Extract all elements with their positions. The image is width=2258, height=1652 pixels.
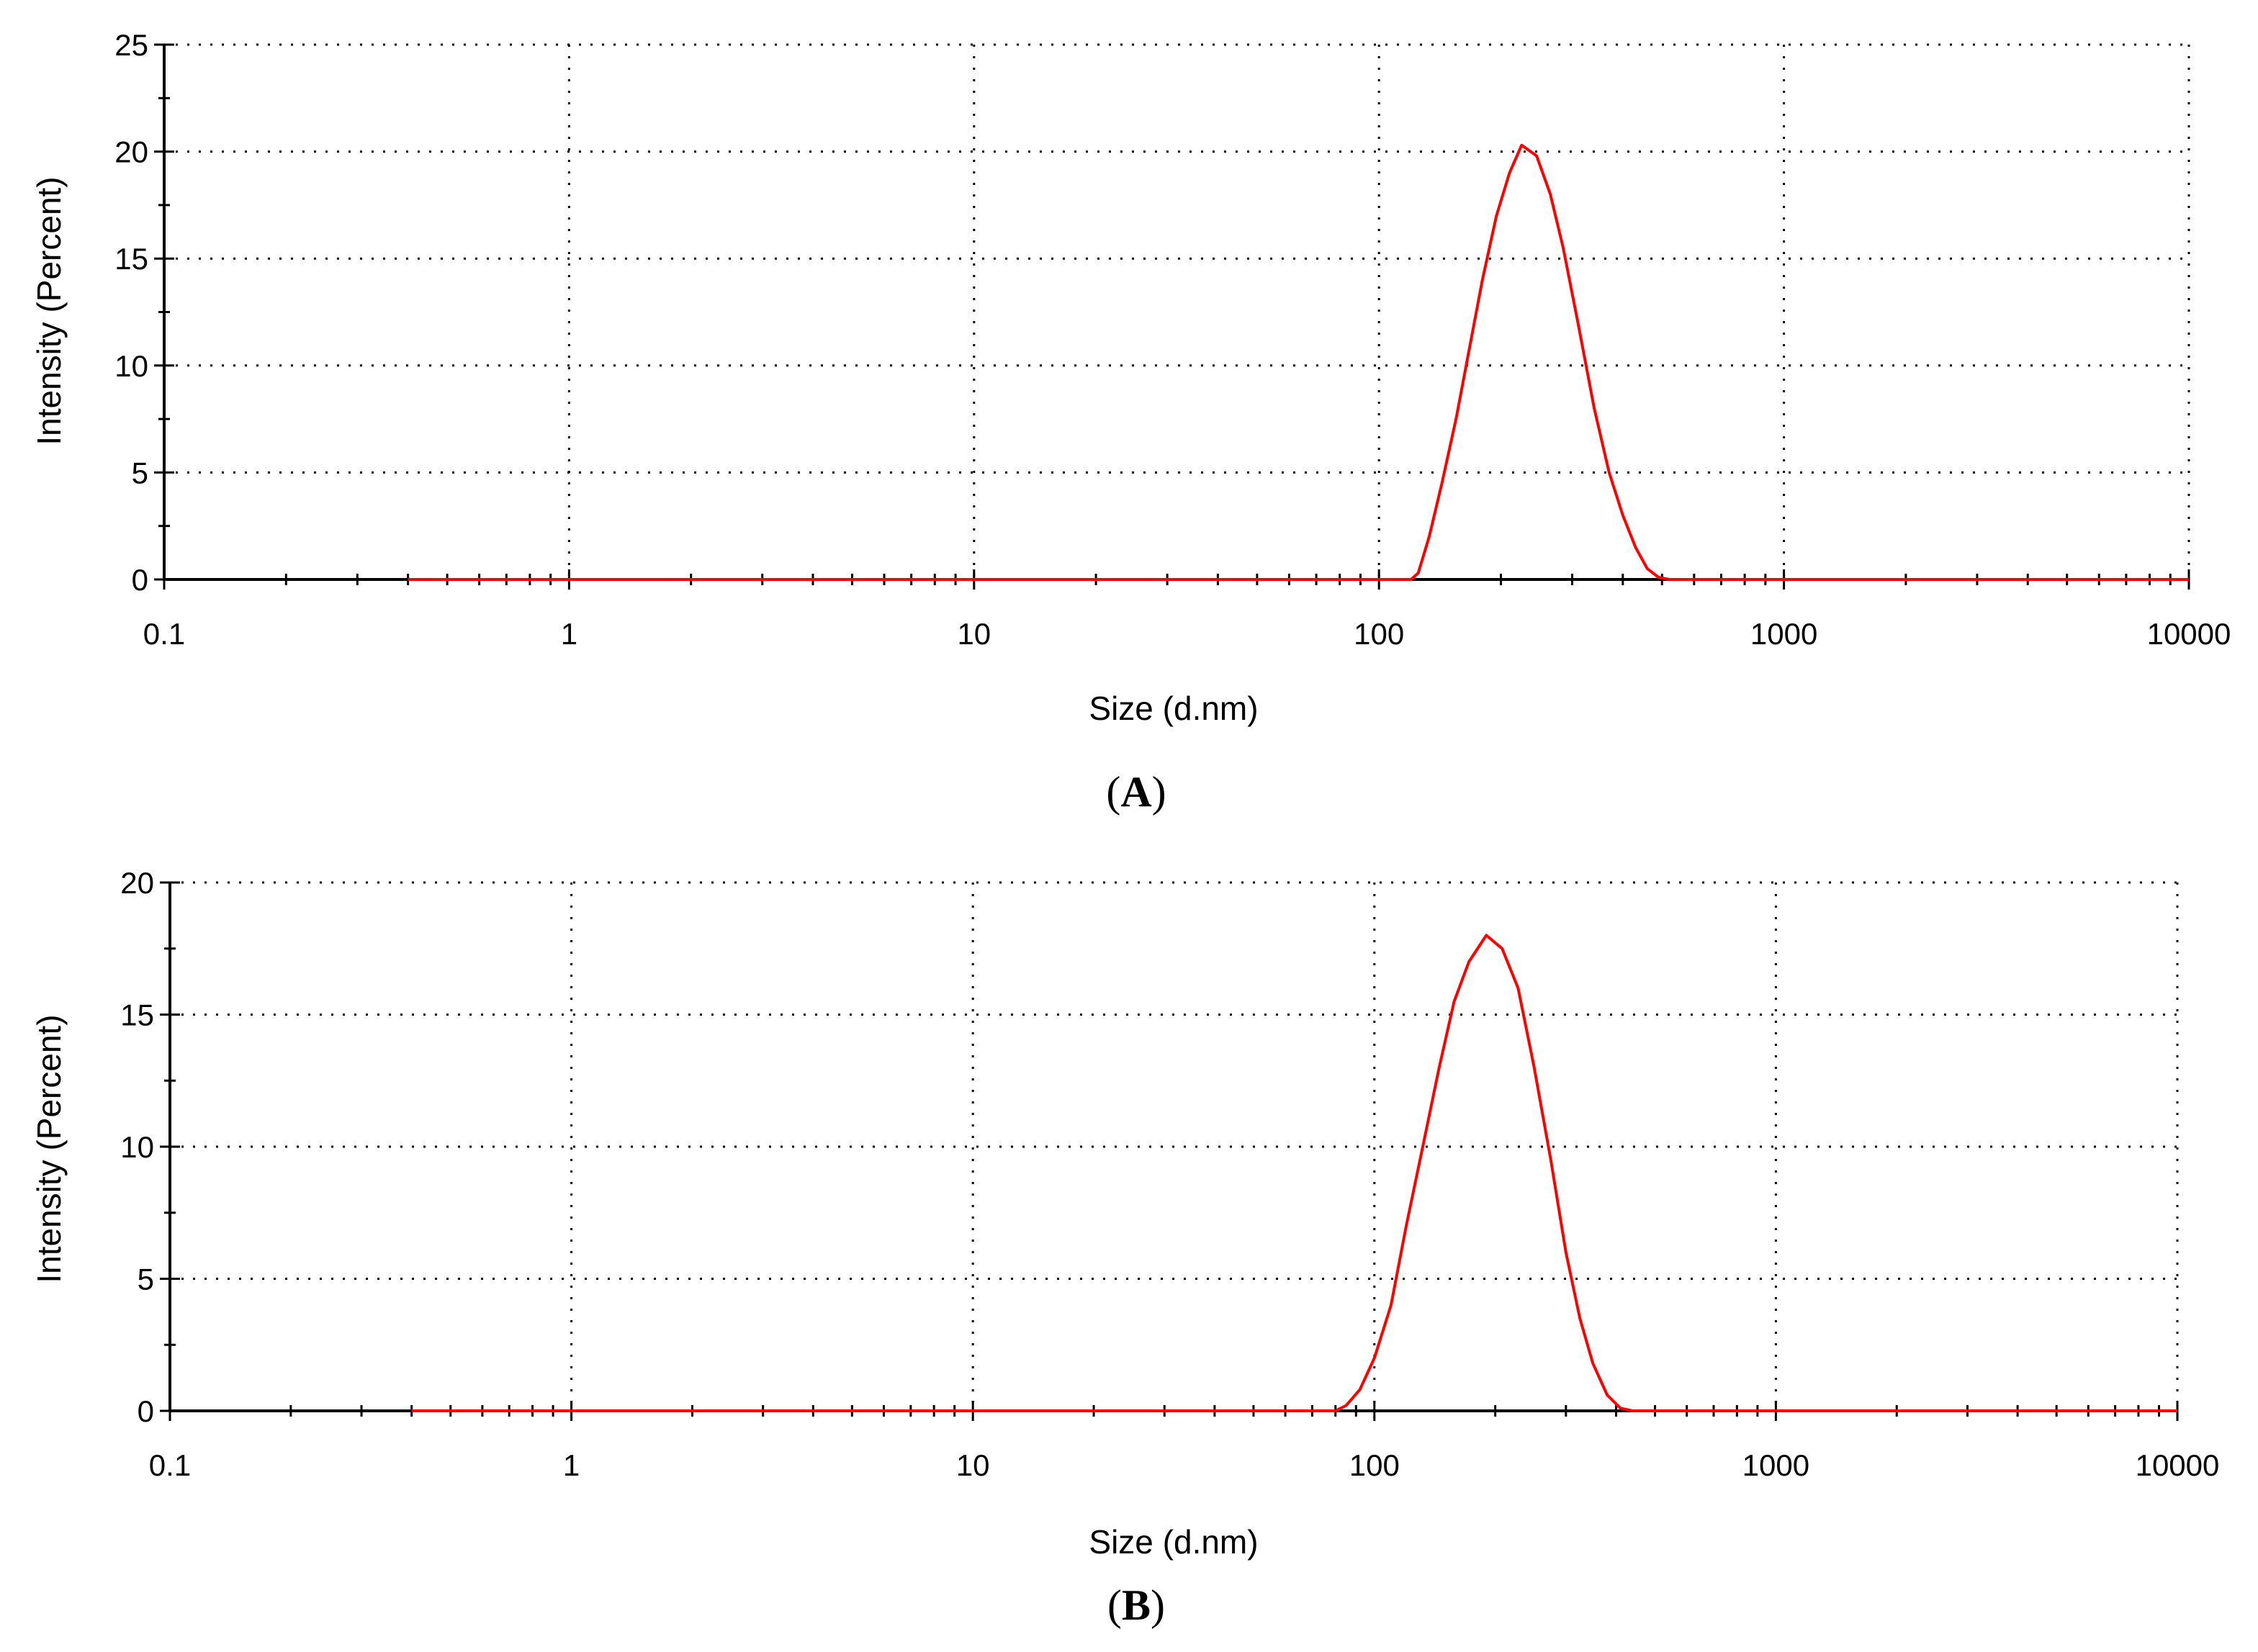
grid-lines-b (170, 881, 2179, 1411)
panel-label-b-close: ) (1151, 1581, 1165, 1629)
panel-label-b-open: ( (1107, 1581, 1122, 1629)
series-line-a (408, 143, 2189, 581)
y-tick-label-a: 5 (132, 456, 148, 489)
y-tick-label-a: 15 (114, 242, 148, 276)
x-tick-label-b: 100 (1349, 1448, 1400, 1482)
panel-label-a: (A) (1106, 768, 1166, 816)
x-tick-label-b: 0.1 (149, 1448, 191, 1482)
x-tick-labels-b: 0.1 1 10 100 1000 10000 (149, 1448, 2220, 1482)
panel-label-a-close: ) (1152, 768, 1166, 816)
x-tick-label-a: 1000 (1750, 617, 1817, 651)
x-tick-label-a: 0.1 (143, 617, 185, 651)
x-tick-label-b: 1 (563, 1448, 580, 1482)
x-tick-label-b: 1000 (1742, 1448, 1809, 1482)
axes-b (160, 881, 2179, 1421)
x-tick-label-a: 100 (1354, 617, 1404, 651)
x-axis-title-b: Size (d.nm) (1089, 1523, 1258, 1561)
x-tick-label-b: 10000 (2136, 1448, 2220, 1482)
y-tick-label-b: 5 (138, 1263, 154, 1296)
series-a (408, 143, 2189, 581)
x-axis-title-a: Size (d.nm) (1089, 690, 1258, 727)
axes-a (154, 43, 2190, 590)
y-tick-label-a: 10 (114, 349, 148, 383)
minor-ticks-b (164, 947, 2160, 1417)
y-tick-label-a: 25 (114, 28, 148, 62)
y-tick-labels-a: 0 5 10 15 20 25 (114, 28, 148, 597)
y-tick-label-b: 0 (138, 1394, 154, 1428)
panel-label-b: (B) (1107, 1581, 1165, 1629)
y-tick-label-b: 20 (120, 866, 154, 900)
y-axis-title-b: Intensity (Percent) (30, 1014, 68, 1283)
y-tick-labels-b: 0 5 10 15 20 (120, 866, 154, 1428)
grid-lines-a (164, 43, 2190, 579)
series-b (411, 934, 2177, 1412)
minor-ticks-a (158, 96, 2172, 585)
chart-panel-a: 0.1 1 10 100 1000 10000 0 5 10 15 20 25 Size (d.nm… (30, 28, 2231, 816)
x-tick-label-a: 1 (561, 617, 577, 651)
y-tick-label-b: 15 (120, 998, 154, 1032)
x-tick-label-b: 10 (956, 1448, 990, 1482)
y-tick-label-a: 20 (114, 135, 148, 169)
panel-label-a-letter: A (1120, 768, 1151, 816)
x-tick-label-a: 10000 (2147, 617, 2231, 651)
y-tick-label-b: 10 (120, 1130, 154, 1164)
y-tick-label-a: 0 (132, 563, 148, 597)
series-line-b (411, 934, 2177, 1412)
panel-label-a-open: ( (1106, 768, 1120, 816)
y-axis-title-a: Intensity (Percent) (30, 176, 68, 445)
panel-label-b-letter: B (1122, 1581, 1151, 1629)
x-tick-labels-a: 0.1 1 10 100 1000 10000 (143, 617, 2231, 651)
x-tick-label-a: 10 (957, 617, 991, 651)
